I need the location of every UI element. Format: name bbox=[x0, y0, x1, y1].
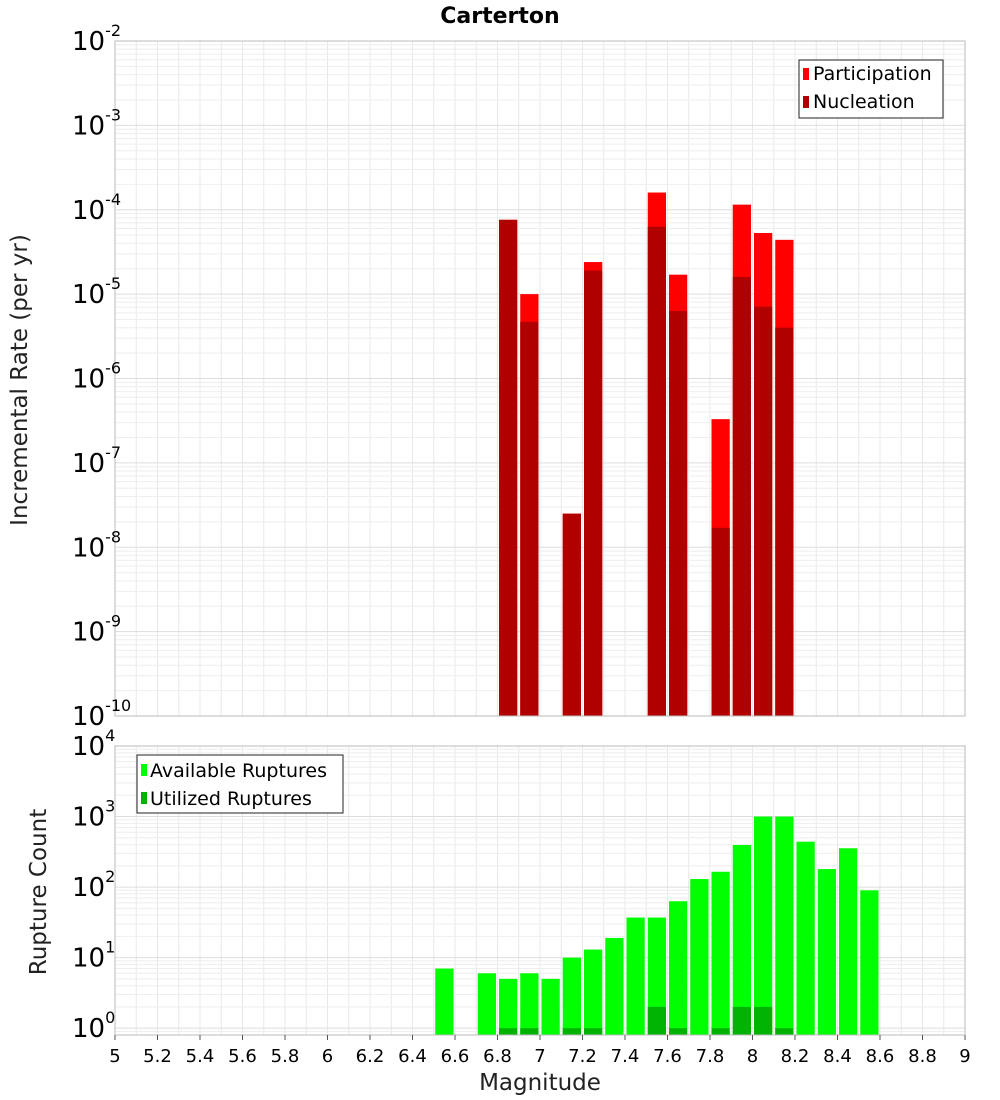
available-bar bbox=[647, 917, 666, 1035]
x-tick-label: 6 bbox=[322, 1046, 333, 1067]
x-tick-label: 5.2 bbox=[143, 1046, 172, 1067]
x-tick-label: 8.6 bbox=[866, 1046, 895, 1067]
available-bar bbox=[775, 816, 794, 1035]
rate-y-axis-label: Incremental Rate (per yr) bbox=[7, 234, 33, 526]
legend-label-available: Available Ruptures bbox=[150, 760, 327, 782]
x-tick-label: 6.8 bbox=[483, 1046, 512, 1067]
legend-swatch-utilized bbox=[141, 792, 147, 804]
x-tick-label: 7 bbox=[534, 1046, 545, 1067]
x-tick-label: 7.4 bbox=[611, 1046, 640, 1067]
rate-y-tick-label: 10-3 bbox=[72, 105, 121, 141]
count-y-tick-label: 100 bbox=[72, 1008, 115, 1044]
x-tick-label: 9 bbox=[959, 1046, 970, 1067]
count-y-tick-label: 101 bbox=[72, 938, 115, 974]
utilized-bar bbox=[775, 1028, 794, 1035]
available-bar bbox=[817, 869, 836, 1035]
x-tick-label: 6.4 bbox=[398, 1046, 427, 1067]
legend-label-participation: Participation bbox=[813, 63, 932, 85]
utilized-bar bbox=[562, 1028, 581, 1035]
x-tick-label: 5.8 bbox=[271, 1046, 300, 1067]
available-bar bbox=[669, 901, 688, 1035]
legend-swatch-available bbox=[141, 764, 147, 776]
x-tick-label: 6.2 bbox=[356, 1046, 385, 1067]
rate-y-tick-label: 10-7 bbox=[72, 443, 121, 479]
available-bar bbox=[477, 973, 496, 1035]
rate-y-tick-label: 10-10 bbox=[72, 696, 131, 732]
utilized-bar bbox=[520, 1028, 539, 1035]
rate-plot-grid bbox=[114, 40, 966, 717]
available-bar bbox=[520, 973, 539, 1035]
available-bar bbox=[754, 816, 773, 1035]
nucleation-bar bbox=[669, 311, 688, 716]
utilized-bar bbox=[499, 1028, 518, 1035]
utilized-bar bbox=[647, 1006, 666, 1035]
available-bar bbox=[541, 978, 560, 1035]
available-bar bbox=[584, 949, 603, 1035]
x-tick-label: 5.6 bbox=[228, 1046, 257, 1067]
rate-y-tick-label: 10-9 bbox=[72, 612, 121, 648]
nucleation-bar bbox=[584, 270, 603, 716]
legend-label-utilized: Utilized Ruptures bbox=[150, 788, 312, 810]
nucleation-bar bbox=[499, 219, 518, 717]
x-tick-label: 7.6 bbox=[653, 1046, 682, 1067]
legend-label-nucleation: Nucleation bbox=[813, 91, 915, 113]
x-tick-label: 5.4 bbox=[186, 1046, 215, 1067]
available-bar bbox=[732, 844, 751, 1035]
available-bar bbox=[711, 871, 730, 1035]
available-bar bbox=[626, 917, 645, 1035]
magnitude-x-axis-label: Magnitude bbox=[479, 1070, 601, 1096]
available-bar bbox=[499, 978, 518, 1035]
count-y-tick-label: 104 bbox=[72, 726, 115, 762]
count-plot-bars bbox=[435, 816, 879, 1035]
available-bar bbox=[860, 890, 879, 1035]
available-bar bbox=[690, 879, 709, 1035]
available-bar bbox=[839, 848, 858, 1035]
count-y-tick-label: 102 bbox=[72, 867, 115, 903]
utilized-bar bbox=[584, 1028, 603, 1035]
legend-swatch-participation bbox=[803, 68, 809, 80]
x-tick-label: 5 bbox=[109, 1046, 120, 1067]
count-y-tick-label: 103 bbox=[72, 797, 115, 833]
x-tick-label: 8.8 bbox=[908, 1046, 937, 1067]
rate-plot-frame bbox=[114, 40, 966, 717]
rate-y-tick-label: 10-6 bbox=[72, 359, 121, 395]
legend-swatch-nucleation bbox=[803, 96, 809, 108]
nucleation-bar bbox=[520, 321, 539, 716]
nucleation-bar bbox=[775, 327, 794, 716]
rate-legend: Participation Nucleation bbox=[798, 59, 944, 119]
x-tick-label: 8.4 bbox=[823, 1046, 852, 1067]
count-legend: Available Ruptures Utilized Ruptures bbox=[136, 754, 344, 814]
rate-y-tick-label: 10-2 bbox=[72, 21, 121, 57]
count-y-ticks: 100 101 102 103 104 bbox=[72, 726, 115, 1044]
utilized-bar bbox=[669, 1028, 688, 1035]
nucleation-bar bbox=[562, 513, 581, 716]
chart-title: Carterton bbox=[440, 4, 559, 29]
available-bar bbox=[796, 841, 815, 1035]
x-tick-label: 8.2 bbox=[781, 1046, 810, 1067]
rate-plot-bars bbox=[499, 192, 794, 717]
utilized-bar bbox=[711, 1028, 730, 1035]
available-bar bbox=[562, 957, 581, 1035]
rate-y-tick-label: 10-8 bbox=[72, 527, 121, 563]
nucleation-bar bbox=[647, 226, 666, 716]
x-tick-label: 7.2 bbox=[568, 1046, 597, 1067]
rate-y-tick-label: 10-5 bbox=[72, 274, 121, 310]
rate-y-ticks: 10-10 10-9 10-8 10-7 10-6 10-5 10-4 10-3 10-2 bbox=[72, 21, 131, 732]
utilized-bar bbox=[732, 1006, 751, 1035]
x-tick-label: 6.6 bbox=[441, 1046, 470, 1067]
available-bar bbox=[435, 968, 454, 1035]
nucleation-bar bbox=[732, 276, 751, 716]
nucleation-bar bbox=[711, 527, 730, 716]
utilized-bar bbox=[754, 1006, 773, 1035]
x-tick-label: 8 bbox=[747, 1046, 758, 1067]
count-y-axis-label: Rupture Count bbox=[26, 809, 52, 975]
x-tick-label: 7.8 bbox=[696, 1046, 725, 1067]
available-bar bbox=[605, 937, 624, 1035]
rate-y-tick-label: 10-4 bbox=[72, 190, 121, 226]
nucleation-bar bbox=[754, 306, 773, 716]
magnitude-x-ticks: 5 5.2 5.4 5.6 5.8 6 6.2 6.4 6.6 6.8 7 7.2 7.4 7.6 7.8 8… bbox=[109, 1035, 971, 1067]
